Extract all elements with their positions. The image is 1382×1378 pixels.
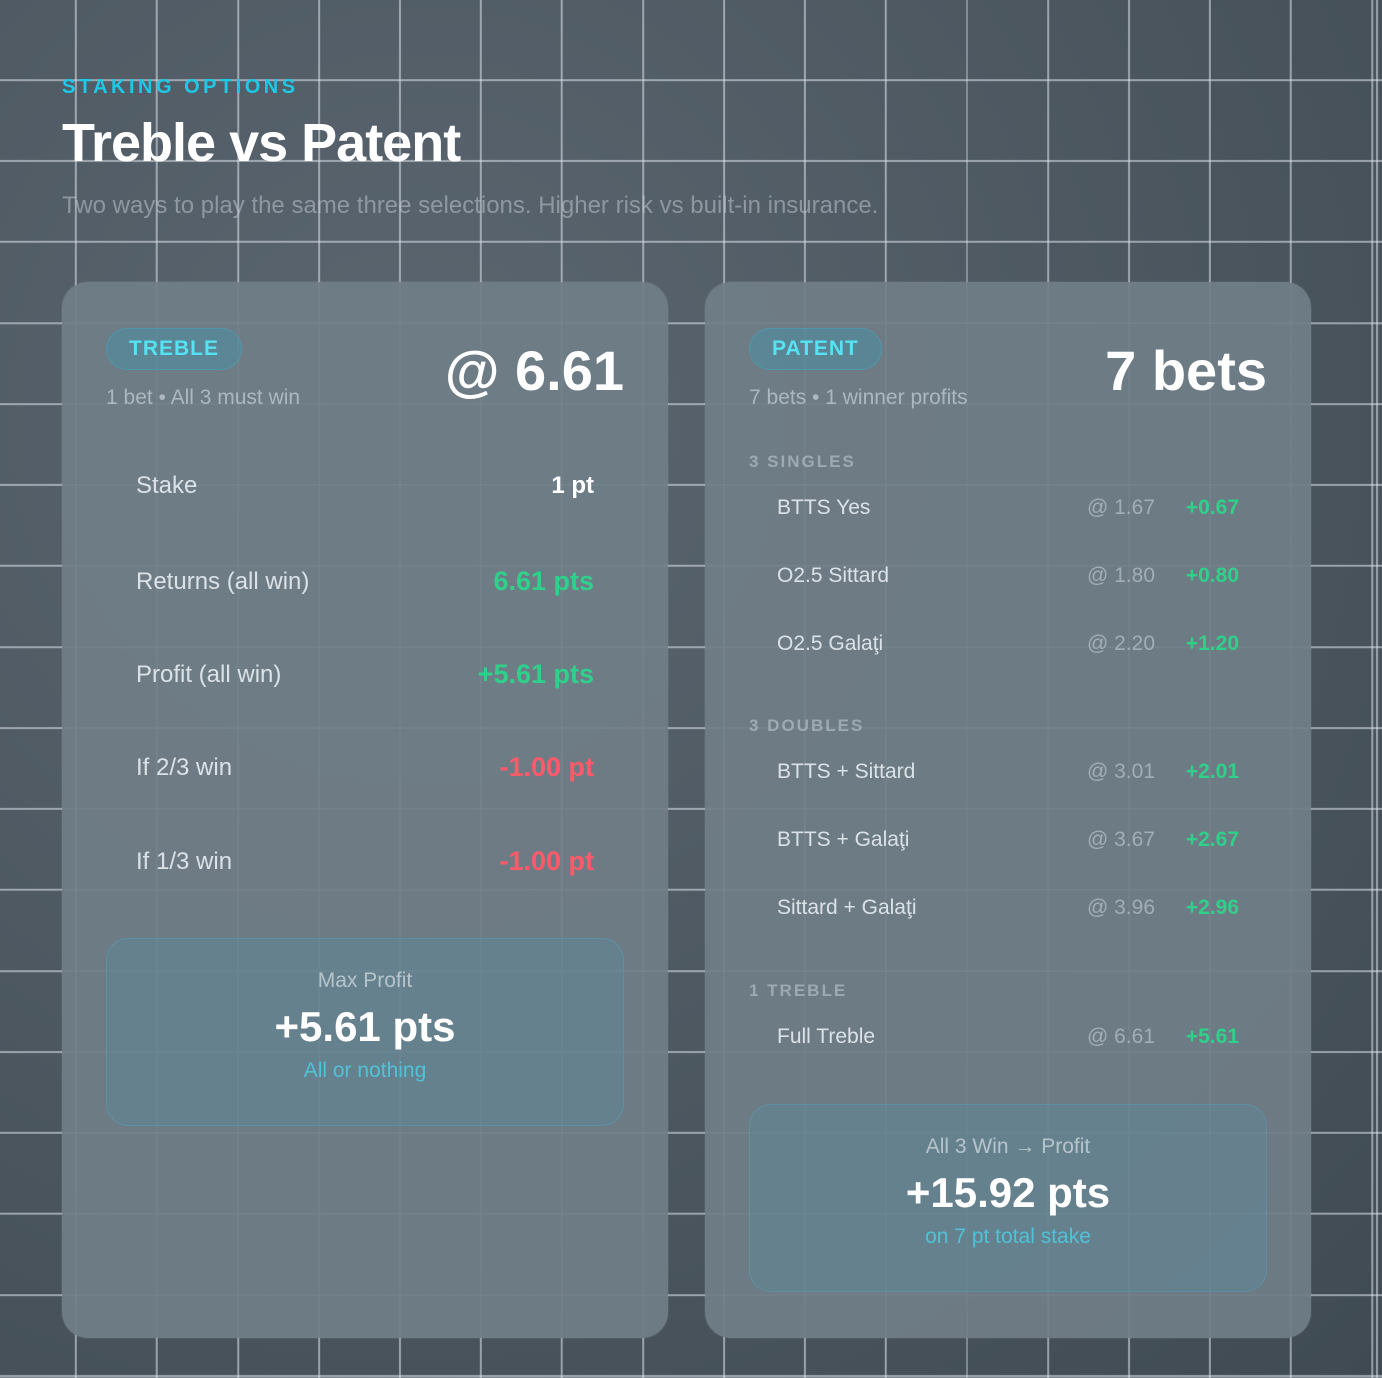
max-profit-box: Max Profit +5.61 pts All or nothing [106,938,624,1126]
row-value: +5.61 pts [477,659,594,689]
bet-name: O2.5 Galaţi [777,632,884,655]
summary-value: +15.92 pts [905,1169,1111,1216]
bet-name: O2.5 Sittard [777,564,890,587]
bet-odds: @ 1.80 [1086,564,1155,587]
patent-card: PATENT 7 bets • 1 winner profits 7 bets … [705,282,1311,1338]
bet-profit: +0.80 [1185,564,1239,587]
row-value: -1.00 pt [499,846,594,876]
bet-profit: +2.96 [1185,896,1239,919]
row-label: Stake [136,472,198,499]
row-value: -1.00 pt [499,752,594,782]
treble-card: TREBLE 1 bet • All 3 must win @ 6.61 Sta… [62,282,668,1338]
bet-name: BTTS Yes [777,496,871,519]
row-label: Returns (all win) [136,567,310,595]
treble-odds: @ 6.61 [444,339,624,402]
bet-profit: +0.67 [1185,496,1239,519]
bet-odds: @ 1.67 [1086,496,1155,519]
row-stake: Stake 1 pt [136,472,594,500]
bet-odds: @ 2.20 [1086,632,1155,655]
row-value: 1 pt [551,472,594,499]
section-header: 3 SINGLES [749,452,856,471]
bet-row: O2.5 Sittard @ 1.80 +0.80 [777,564,1239,588]
bet-profit: +5.61 [1185,1025,1239,1048]
section-header: 3 DOUBLES [749,716,865,735]
bet-odds: @ 6.61 [1086,1025,1155,1048]
bet-row: O2.5 Galaţi @ 2.20 +1.20 [777,632,1239,656]
page-subtitle: Two ways to play the same three selectio… [62,192,879,219]
patent-profit-box: All 3 Win → Profit +15.92 pts on 7 pt to… [749,1104,1267,1292]
row-label: Profit (all win) [136,660,282,688]
page-title: Treble vs Patent [62,113,461,173]
bet-row: BTTS + Galaţi @ 3.67 +2.67 [777,828,1239,852]
summary-label: Max Profit [317,969,413,992]
row-label: If 1/3 win [136,847,233,875]
bet-odds: @ 3.96 [1086,896,1155,919]
bet-name: BTTS + Sittard [777,760,916,783]
bet-row: Sittard + Galaţi @ 3.96 +2.96 [777,896,1239,920]
summary-label: All 3 Win → Profit [925,1135,1091,1158]
row-profit: Profit (all win) +5.61 pts [136,659,594,690]
bet-profit: +1.20 [1185,632,1239,655]
row-returns: Returns (all win) 6.61 pts [136,566,594,597]
bet-name: Full Treble [777,1025,876,1048]
row-two-win: If 2/3 win -1.00 pt [136,752,594,783]
summary-note: on 7 pt total stake [925,1225,1091,1248]
patent-badge: PATENT [749,328,882,370]
bet-profit: +2.01 [1185,760,1239,783]
patent-subtitle: 7 bets • 1 winner profits [749,386,968,409]
summary-note: All or nothing [303,1059,427,1082]
section-header: 1 TREBLE [749,981,848,1000]
bet-name: BTTS + Galaţi [777,828,910,851]
treble-badge: TREBLE [106,328,242,370]
patent-bets: 7 bets [1105,339,1267,402]
summary-value: +5.61 pts [274,1003,456,1050]
bet-profit: +2.67 [1185,828,1239,851]
row-value: 6.61 pts [493,566,594,596]
row-label: If 2/3 win [136,753,233,781]
eyebrow: STAKING OPTIONS [62,76,299,98]
bet-row: Full Treble @ 6.61 +5.61 [777,1025,1239,1049]
bet-odds: @ 3.67 [1086,828,1155,851]
treble-subtitle: 1 bet • All 3 must win [106,386,301,409]
bet-row: BTTS Yes @ 1.67 +0.67 [777,496,1239,520]
bet-row: BTTS + Sittard @ 3.01 +2.01 [777,760,1239,784]
bet-name: Sittard + Galaţi [777,896,917,919]
row-one-win: If 1/3 win -1.00 pt [136,846,594,877]
bet-odds: @ 3.01 [1086,760,1155,783]
